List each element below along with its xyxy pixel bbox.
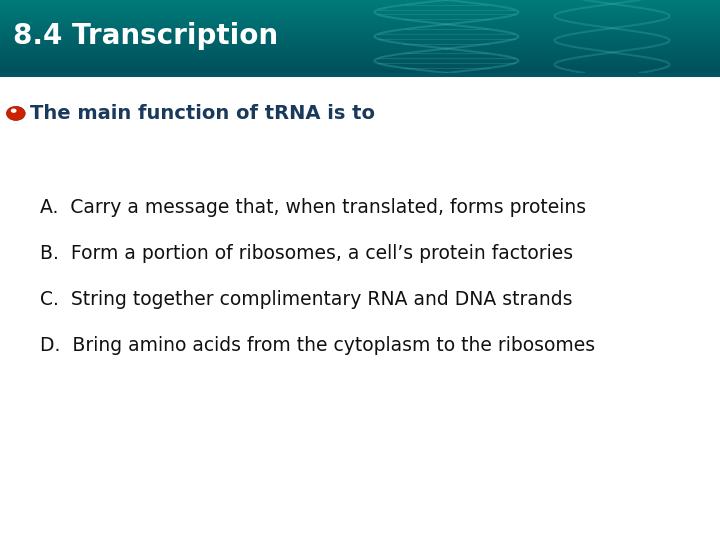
Bar	[0, 50, 720, 51]
Bar	[0, 30, 720, 31]
Bar	[0, 44, 720, 45]
Text: B.  Form a portion of ribosomes, a cell’s protein factories: B. Form a portion of ribosomes, a cell’s…	[40, 244, 572, 264]
Bar	[0, 57, 720, 58]
Bar	[0, 2, 720, 4]
Bar	[0, 6, 720, 7]
Bar	[0, 4, 720, 5]
Bar	[0, 9, 720, 10]
Bar	[0, 28, 720, 29]
Bar	[0, 48, 720, 49]
Bar	[0, 22, 720, 23]
Bar	[0, 31, 720, 33]
Bar	[0, 46, 720, 48]
Text: 8.4 Transcription: 8.4 Transcription	[13, 23, 278, 50]
Bar	[0, 63, 720, 64]
Bar	[0, 67, 720, 68]
Bar	[0, 61, 720, 62]
Bar	[0, 59, 720, 60]
Bar	[0, 36, 720, 38]
Bar	[0, 0, 720, 1]
Bar	[0, 12, 720, 14]
Bar	[0, 53, 720, 55]
Bar	[0, 7, 720, 9]
Circle shape	[11, 109, 17, 113]
Bar	[0, 16, 720, 17]
Bar	[0, 34, 720, 35]
Bar	[0, 14, 720, 15]
Bar	[0, 18, 720, 19]
Bar	[0, 5, 720, 6]
Bar	[0, 10, 720, 11]
Bar	[0, 56, 720, 57]
Bar	[0, 11, 720, 12]
Bar	[0, 45, 720, 46]
Bar	[0, 72, 720, 73]
Bar	[0, 1, 720, 2]
Bar	[0, 68, 720, 69]
Bar	[0, 69, 720, 71]
Bar	[0, 49, 720, 50]
Bar	[0, 19, 720, 21]
Bar	[0, 62, 720, 63]
Bar	[0, 55, 720, 56]
Bar	[0, 43, 720, 44]
Bar	[0, 23, 720, 24]
Bar	[0, 40, 720, 42]
Text: The main function of tRNA is to: The main function of tRNA is to	[30, 104, 375, 123]
Text: A.  Carry a message that, when translated, forms proteins: A. Carry a message that, when translated…	[40, 198, 586, 218]
Bar	[0, 24, 720, 25]
Bar	[0, 29, 720, 30]
Bar	[0, 71, 720, 72]
Bar	[0, 25, 720, 26]
Bar	[0, 64, 720, 65]
Bar	[0, 33, 720, 34]
Bar	[0, 26, 720, 28]
Circle shape	[6, 106, 25, 120]
Bar	[0, 39, 720, 40]
Bar	[0, 35, 720, 36]
Bar	[0, 52, 720, 53]
Bar	[0, 17, 720, 18]
Bar	[0, 65, 720, 67]
Bar	[0, 51, 720, 52]
Bar	[0, 73, 720, 77]
Text: C.  String together complimentary RNA and DNA strands: C. String together complimentary RNA and…	[40, 290, 572, 309]
Bar	[0, 38, 720, 39]
Bar	[0, 58, 720, 59]
Bar	[0, 42, 720, 43]
Bar	[0, 15, 720, 16]
Text: D.  Bring amino acids from the cytoplasm to the ribosomes: D. Bring amino acids from the cytoplasm …	[40, 336, 595, 355]
Bar	[0, 21, 720, 22]
